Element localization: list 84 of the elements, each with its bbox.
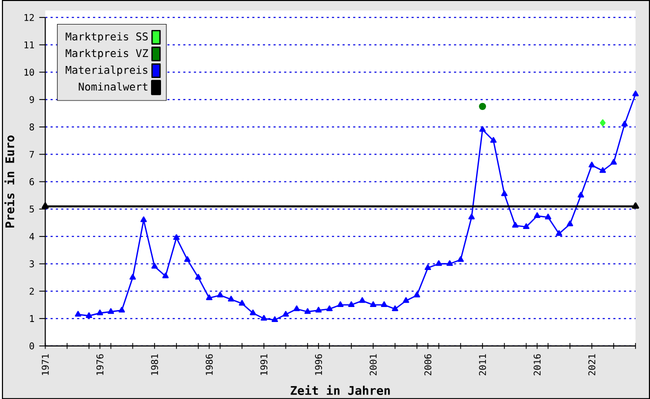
point <box>424 264 432 270</box>
point <box>610 158 617 164</box>
point <box>151 262 158 268</box>
point <box>544 214 552 220</box>
point <box>238 300 246 306</box>
y-tick-label: 8 <box>30 123 34 130</box>
point <box>74 310 82 316</box>
x-tick-label: 2016 <box>534 354 541 376</box>
point <box>359 296 366 303</box>
point <box>173 234 180 240</box>
x-tick-label: 1996 <box>315 354 322 375</box>
point <box>380 301 388 307</box>
x-tick-label: 2011 <box>478 354 486 376</box>
y-tick-label: 5 <box>30 205 34 212</box>
x-axis-title: Zeit in Jahren <box>290 384 390 395</box>
point <box>501 190 508 196</box>
point <box>216 292 224 298</box>
x-tick-label: 2021 <box>588 354 596 376</box>
point <box>293 305 300 311</box>
point <box>436 260 442 266</box>
point <box>250 309 256 316</box>
point <box>272 316 278 322</box>
point <box>414 292 420 298</box>
point <box>632 90 639 96</box>
point <box>326 305 333 311</box>
x-tick-label: 1976 <box>96 354 104 375</box>
point <box>402 296 410 303</box>
y-tick-label: 10 <box>24 68 34 76</box>
x-tick-label: 1971 <box>42 354 49 375</box>
y-tick-label: 12 <box>24 14 34 21</box>
point <box>392 305 398 311</box>
x-tick-label: 1981 <box>151 354 158 375</box>
x-tick-label: 2006 <box>424 354 432 376</box>
point <box>206 294 212 300</box>
point <box>260 314 268 320</box>
point <box>118 306 125 312</box>
x-tick-label: 1991 <box>260 354 268 375</box>
y-tick-label: 0 <box>30 342 34 350</box>
legend-label: Materialpreis <box>66 65 148 76</box>
point <box>162 272 169 278</box>
legend-label: Nominalwert <box>78 82 148 90</box>
point <box>578 192 584 198</box>
point <box>512 222 518 228</box>
x-tick-label: 2001 <box>370 354 377 376</box>
point <box>566 220 574 226</box>
point <box>130 274 136 280</box>
point <box>621 120 628 126</box>
point <box>600 119 606 126</box>
y-tick-label: 2 <box>30 288 34 294</box>
point <box>370 301 376 307</box>
point <box>315 306 322 312</box>
point <box>184 256 191 262</box>
point <box>588 161 596 168</box>
y-tick-label: 1 <box>30 314 34 322</box>
point <box>348 301 355 307</box>
legend-label: Marktpreis VZ <box>66 48 148 60</box>
y-tick-label: 6 <box>30 178 34 186</box>
point <box>534 212 540 218</box>
x-tick-label: 1986 <box>206 354 213 375</box>
point <box>108 308 114 314</box>
point <box>478 102 486 110</box>
point <box>86 312 92 318</box>
y-tick-label: 7 <box>30 150 34 158</box>
point <box>479 126 486 132</box>
legend-label: Marktpreis SS <box>66 32 148 42</box>
y-tick-label: 11 <box>24 41 34 48</box>
point <box>140 216 147 222</box>
point <box>96 309 104 316</box>
point <box>304 308 311 314</box>
point <box>600 166 606 173</box>
point <box>457 256 464 262</box>
point <box>523 223 530 229</box>
y-tick-label: 3 <box>30 260 34 268</box>
point <box>490 136 497 143</box>
point <box>446 260 453 266</box>
point <box>282 310 289 316</box>
y-tick-label: 9 <box>30 96 34 103</box>
point <box>195 274 202 280</box>
y-tick-label: 4 <box>29 232 34 240</box>
point <box>556 230 562 236</box>
point <box>228 296 234 302</box>
y-axis-title: Preis in Euro <box>4 135 14 228</box>
point <box>337 301 344 307</box>
point <box>468 214 475 220</box>
